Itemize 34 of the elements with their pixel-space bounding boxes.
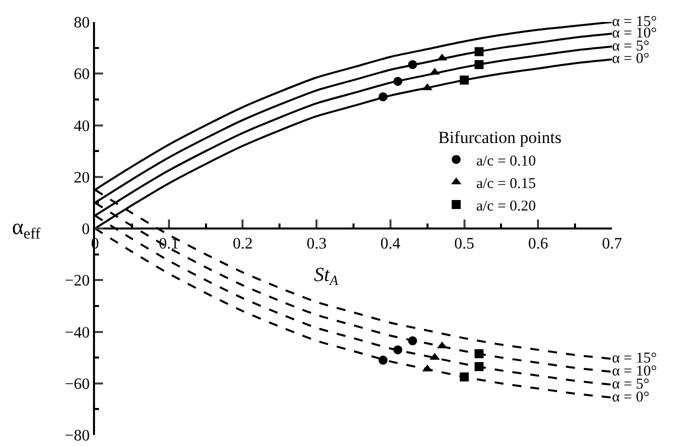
y-tick-label: −20 [64,272,90,290]
x-tick-label: 0.7 [602,236,622,253]
y-tick-label: 20 [74,169,90,186]
x-tick-label: 0.6 [528,236,548,253]
y-tick-label: −60 [64,376,90,393]
x-tick-label: 0.2 [232,236,253,253]
point [474,349,484,358]
y-tick-label: −80 [64,428,90,445]
x-tick-label: 0.3 [306,236,327,253]
y-tick-label: 80 [74,14,90,32]
x-tick-label: 0.5 [454,236,474,253]
point [393,76,402,86]
y-axis-title: α$_{eff}$ [12,214,42,243]
legend-label: a/c = 0.10 [476,153,536,170]
point [378,356,388,365]
point [474,362,484,372]
point [430,68,440,75]
x-tick-label: 0.4 [380,236,400,253]
point [378,92,388,102]
point [474,60,484,70]
point [460,372,469,382]
point [474,47,484,56]
legend-label: a/c = 0.20 [476,198,536,214]
point [408,60,418,70]
legend-label: a/c = 0.15 [476,176,536,192]
point [460,76,469,85]
y-tick-label: 60 [74,66,90,84]
y-tick-label: 0 [82,221,90,238]
legend-title: Bifurcation points [438,128,562,148]
point [393,345,402,354]
y-tick-label: 40 [74,118,90,135]
y-tick-label: −40 [64,324,90,342]
x-axis-title: St$_{A}$ [314,264,339,290]
point [408,336,418,346]
